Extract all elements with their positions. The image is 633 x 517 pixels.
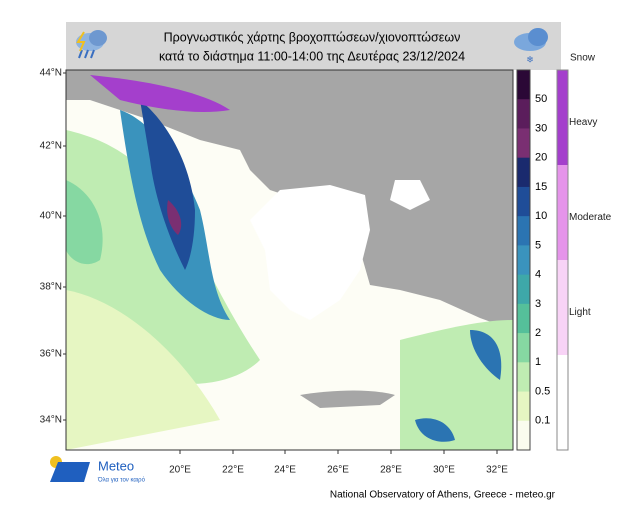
rain-label: 2 [535, 327, 541, 339]
lat-label: 44°N [40, 68, 62, 79]
rain-color [517, 274, 530, 305]
snow-bar-frame [556, 69, 569, 451]
rain-label: 50 [535, 93, 547, 105]
rain-color [517, 245, 530, 276]
rain-label: 1 [535, 356, 541, 368]
snow-label: Light [569, 307, 591, 318]
lon-label: 20°E [169, 465, 191, 476]
title-line: κατά το διάστημα 11:00-14:00 της Δευτέρα… [159, 49, 465, 63]
rain-color [517, 303, 530, 334]
rain-color [517, 216, 530, 246]
lon-label: 24°E [274, 465, 296, 476]
rain-label: 0.1 [535, 415, 550, 427]
footer-credit: National Observatory of Athens, Greece -… [330, 490, 556, 501]
rain-label: 20 [535, 152, 547, 164]
rain-label: 5 [535, 239, 541, 251]
snow-label: Moderate [569, 212, 612, 223]
lon-label: 32°E [486, 465, 508, 476]
rain-color [517, 70, 530, 100]
rain-color [517, 128, 530, 159]
rain-label: 30 [535, 122, 547, 134]
rain-color [517, 157, 530, 188]
snow-color [557, 165, 568, 260]
snow-icon: ❄ [514, 28, 548, 64]
rain-color [517, 391, 530, 422]
svg-text:❄: ❄ [526, 54, 534, 64]
rain-color [517, 362, 530, 393]
rain-label: 15 [535, 181, 547, 193]
snow-color [557, 70, 568, 165]
lon-label: 28°E [380, 465, 402, 476]
map [66, 70, 513, 450]
lon-label: 26°E [327, 465, 349, 476]
title-box [66, 22, 561, 70]
lat-label: 38°N [40, 282, 62, 293]
rain-color [517, 99, 530, 129]
lat-label: 36°N [40, 349, 62, 360]
lon-label: 30°E [433, 465, 455, 476]
rain-label: 0.5 [535, 385, 550, 397]
rain-icon [76, 30, 107, 59]
rain-label: 4 [535, 269, 541, 281]
snow-label: Heavy [569, 117, 597, 128]
rain-color [517, 420, 530, 451]
snow-title: Snow [570, 53, 596, 64]
lat-label: 34°N [40, 415, 62, 426]
snow-color [557, 260, 568, 355]
rain-label: 3 [535, 298, 541, 310]
rain-bar-frame [516, 69, 531, 451]
lat-label: 42°N [40, 141, 62, 152]
rain-color [517, 333, 530, 363]
logo: Meteo Όλα για τον καιρό [50, 456, 146, 484]
lon-label: 22°E [222, 465, 244, 476]
title-line: Προγνωστικός χάρτης βροχοπτώσεων/χιονοπτ… [164, 30, 461, 44]
rain-color [517, 186, 530, 217]
logo-tagline: Όλα για τον καιρό [97, 477, 146, 484]
logo-name: Meteo [98, 458, 134, 473]
rain-label: 10 [535, 210, 547, 222]
map-frame [65, 69, 514, 451]
lat-label: 40°N [40, 211, 62, 222]
